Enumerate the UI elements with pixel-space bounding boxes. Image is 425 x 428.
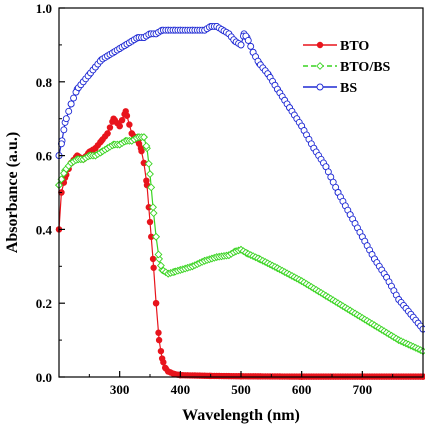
y-tick-label: 0.0 bbox=[36, 370, 52, 385]
data-point bbox=[237, 41, 245, 49]
legend-item: BTO bbox=[303, 39, 369, 54]
data-point bbox=[139, 133, 148, 142]
y-tick-label: 0.4 bbox=[36, 222, 53, 237]
legend-label: BTO/BS bbox=[340, 60, 391, 75]
data-point bbox=[146, 218, 154, 226]
data-point bbox=[157, 347, 165, 355]
legend-label: BS bbox=[340, 81, 357, 96]
data-point bbox=[146, 170, 154, 178]
data-point bbox=[135, 140, 143, 147]
y-axis-title: Absorbance (a.u.) bbox=[4, 132, 21, 253]
data-point bbox=[138, 147, 145, 155]
data-point bbox=[67, 100, 75, 108]
legend-marker bbox=[316, 41, 324, 49]
legend-label: BTO bbox=[340, 39, 369, 54]
data-point bbox=[126, 121, 133, 128]
data-point bbox=[70, 94, 78, 102]
data-point bbox=[155, 254, 164, 263]
data-point bbox=[147, 183, 156, 192]
data-point bbox=[160, 359, 167, 366]
data-point bbox=[142, 142, 151, 150]
data-point bbox=[143, 177, 150, 184]
data-point bbox=[65, 107, 73, 115]
data-point bbox=[144, 159, 153, 168]
x-tick-label: 700 bbox=[353, 382, 373, 397]
y-tick-label: 0.6 bbox=[36, 149, 53, 164]
legend: BTO BTO/BS BS bbox=[303, 39, 391, 96]
data-point bbox=[156, 261, 165, 270]
ticks-layer: 300 400 500 600 700 0.0 0.2 0.4 0.6 0.8 1.0 bbox=[36, 1, 394, 397]
data-point bbox=[152, 300, 160, 307]
data-point bbox=[123, 112, 131, 119]
data-point bbox=[150, 264, 157, 271]
x-tick-label: 500 bbox=[231, 382, 251, 397]
data-point bbox=[149, 255, 157, 263]
legend-item: BTO/BS bbox=[303, 60, 391, 75]
data-point bbox=[247, 42, 255, 50]
y-tick-label: 0.2 bbox=[36, 296, 52, 311]
x-tick-label: 600 bbox=[292, 382, 312, 397]
data-point bbox=[155, 336, 163, 344]
data-point bbox=[152, 232, 161, 241]
series-layer bbox=[55, 23, 425, 380]
x-axis-title: Wavelength (nm) bbox=[182, 407, 300, 424]
series-bto-bs bbox=[55, 133, 425, 356]
y-tick-label: 0.8 bbox=[36, 75, 53, 90]
data-point bbox=[116, 122, 123, 130]
data-point bbox=[104, 130, 111, 137]
data-point bbox=[244, 37, 252, 44]
legend-marker bbox=[316, 83, 324, 91]
data-point bbox=[118, 116, 126, 124]
y-tick-label: 1.0 bbox=[36, 1, 52, 16]
x-tick-label: 400 bbox=[171, 382, 191, 397]
data-point bbox=[60, 126, 68, 134]
legend-item: BS bbox=[303, 81, 357, 96]
data-point bbox=[62, 115, 70, 123]
data-point bbox=[106, 124, 114, 131]
legend-marker bbox=[316, 62, 324, 70]
x-tick-label: 300 bbox=[110, 382, 130, 397]
data-point bbox=[155, 329, 162, 336]
series-bs bbox=[55, 23, 425, 333]
data-point bbox=[149, 209, 158, 218]
data-point bbox=[154, 250, 163, 259]
